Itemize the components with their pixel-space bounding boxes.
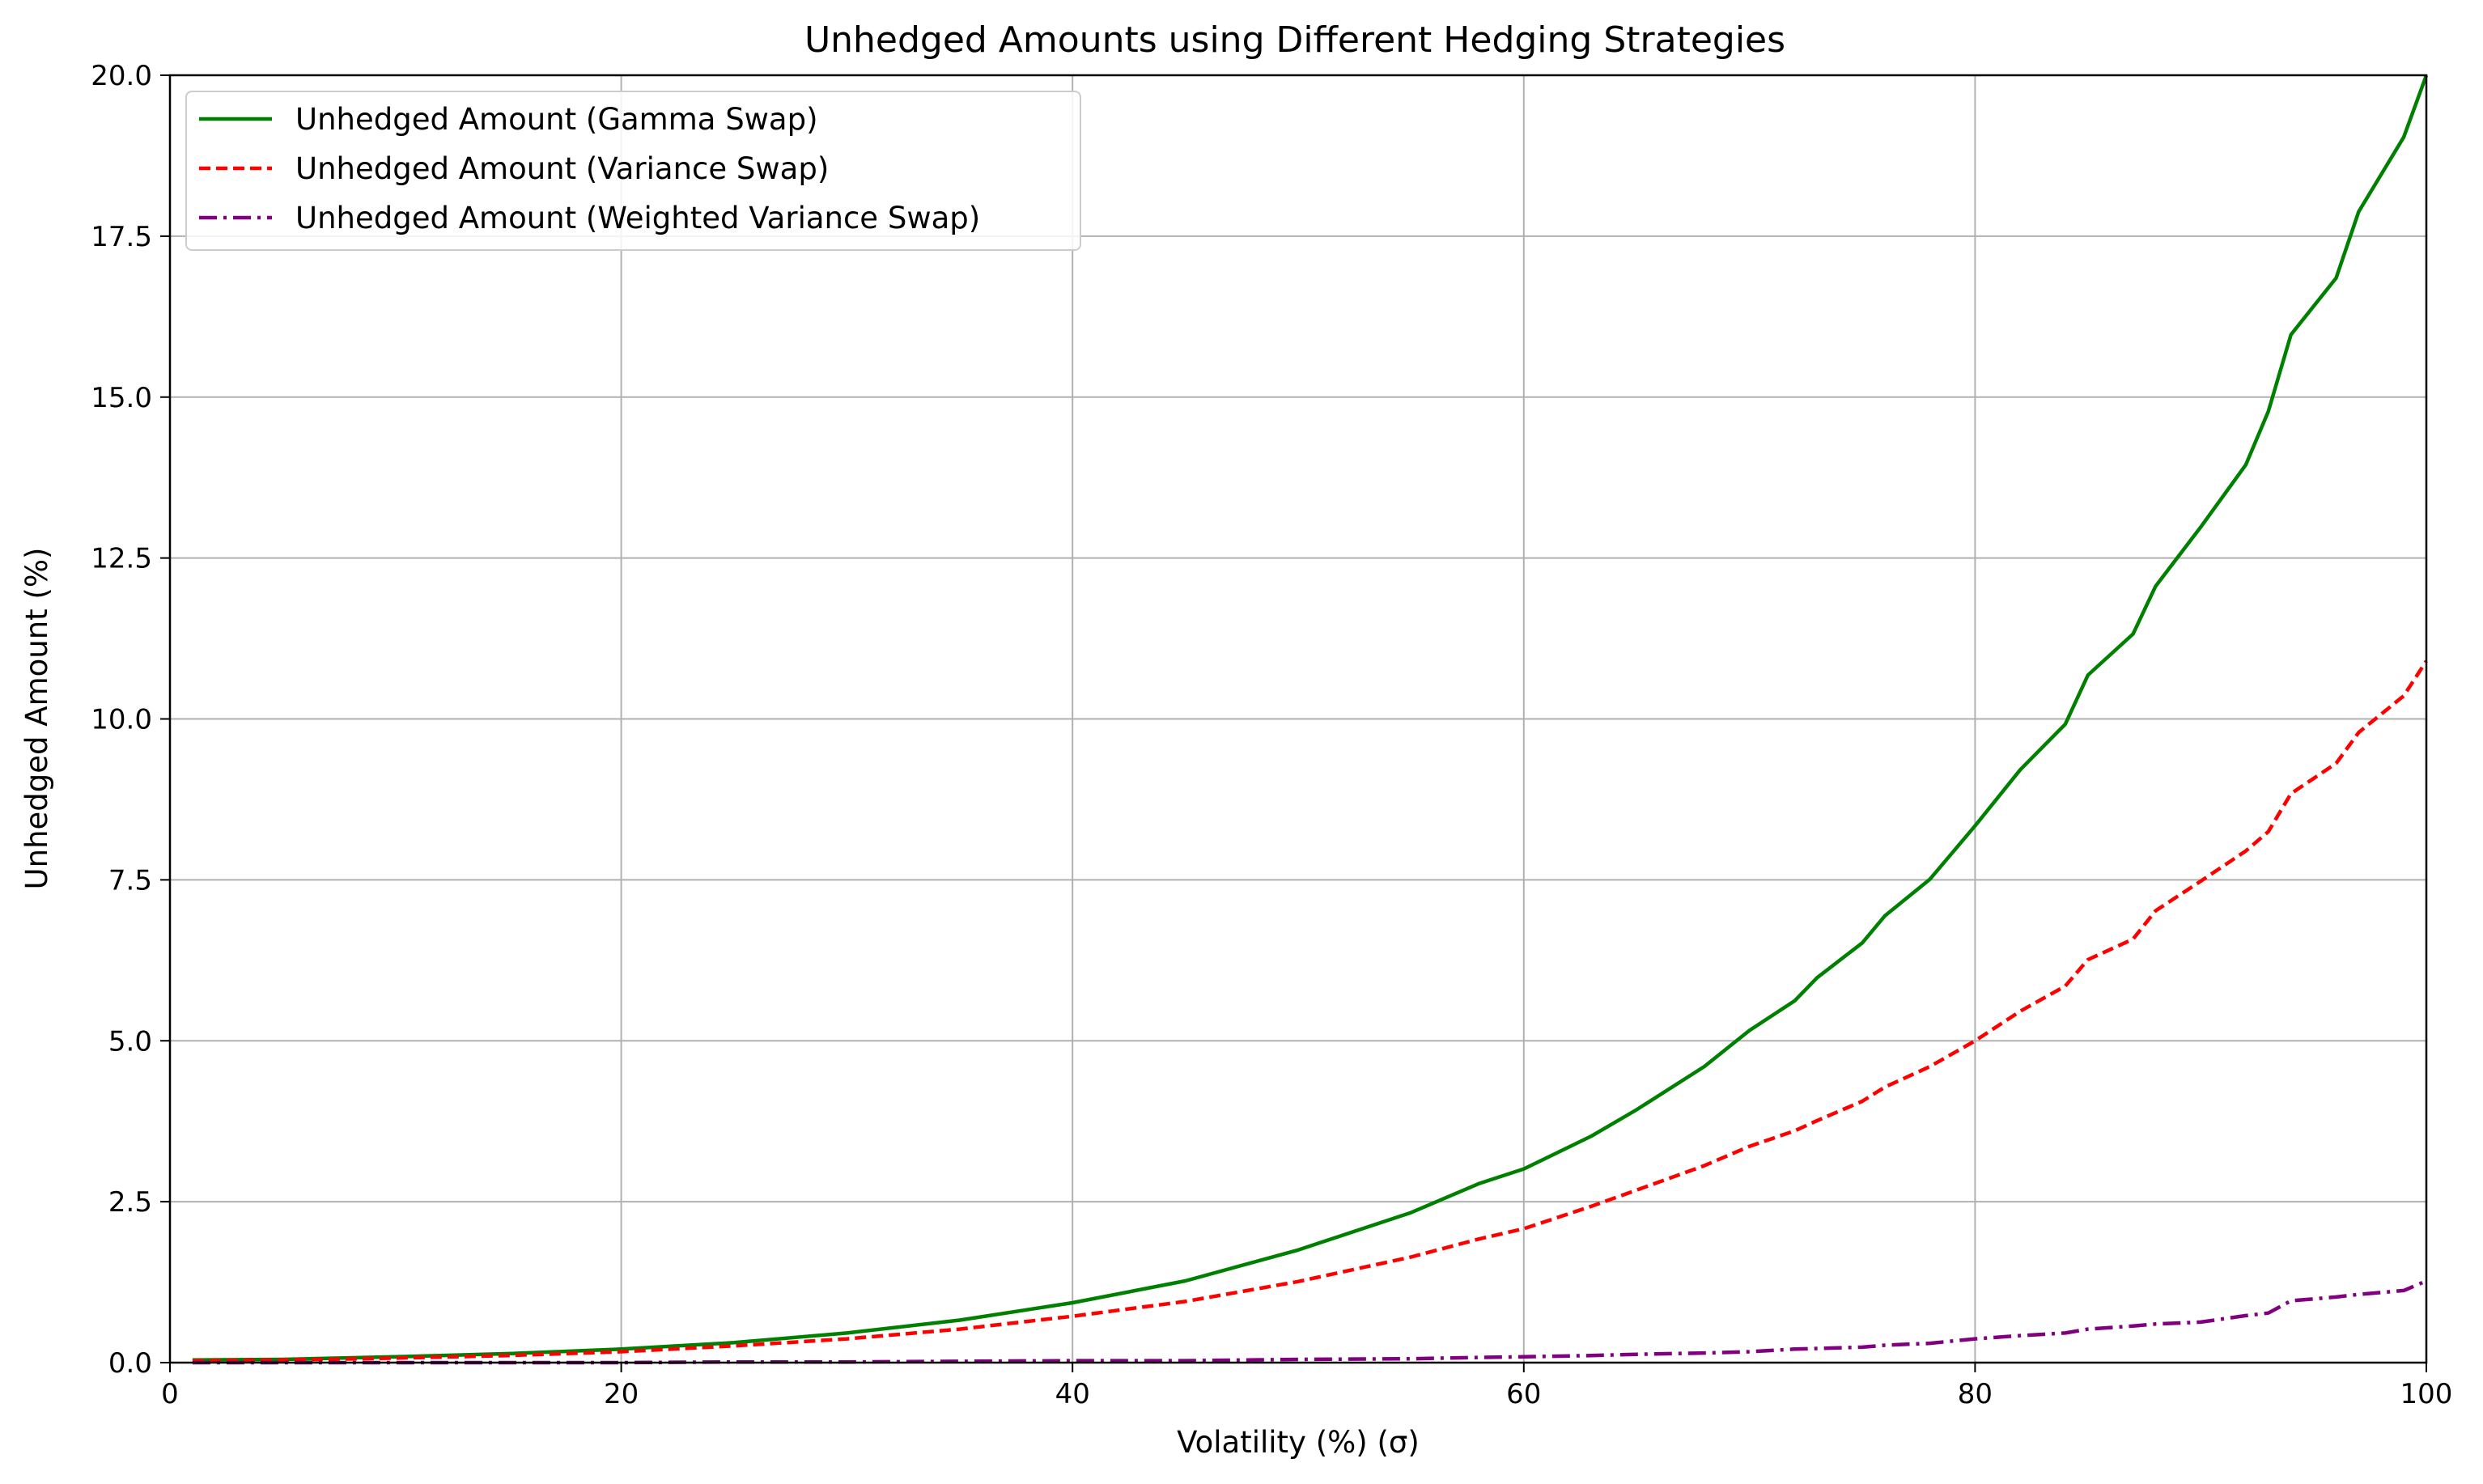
x-tick-label: 40 xyxy=(1055,1378,1090,1410)
y-tick-label: 2.5 xyxy=(108,1186,152,1219)
x-axis-label: Volatility (%) (σ) xyxy=(1177,1425,1420,1460)
y-tick-label: 7.5 xyxy=(108,864,152,897)
x-tick-label: 100 xyxy=(2400,1378,2453,1410)
series-line-2 xyxy=(192,659,2428,1363)
x-axis: 0 20 40 60 80 100 xyxy=(161,1363,2452,1410)
y-tick-label: 0.0 xyxy=(108,1347,152,1380)
y-tick-label: 10.0 xyxy=(91,704,152,736)
legend-label-3: Unhedged Amount (Weighted Variance Swap) xyxy=(295,201,980,235)
x-tick-label: 60 xyxy=(1506,1378,1541,1410)
legend-box xyxy=(185,91,1081,251)
legend: Unhedged Amount (Gamma Swap) Unhedged Amo… xyxy=(185,91,1081,251)
x-tick-label: 0 xyxy=(161,1378,179,1410)
legend-label-2: Unhedged Amount (Variance Swap) xyxy=(295,151,829,186)
legend-label-1: Unhedged Amount (Gamma Swap) xyxy=(295,102,818,137)
x-tick-label: 80 xyxy=(1958,1378,1993,1410)
x-tick-label: 20 xyxy=(604,1378,639,1410)
y-tick-label: 5.0 xyxy=(108,1025,152,1058)
y-tick-label: 12.5 xyxy=(91,543,152,575)
y-axis-label: Unhedged Amount (%) xyxy=(19,548,54,890)
y-tick-label: 20.0 xyxy=(91,60,152,92)
y-tick-label: 15.0 xyxy=(91,382,152,414)
series-line-1 xyxy=(192,74,2429,1363)
y-axis: 0.0 2.5 5.0 7.5 10.0 12.5 15.0 17.5 20.0 xyxy=(91,60,170,1380)
chart-title: Unhedged Amounts using Different Hedging… xyxy=(804,19,1785,61)
y-tick-label: 17.5 xyxy=(91,221,152,253)
